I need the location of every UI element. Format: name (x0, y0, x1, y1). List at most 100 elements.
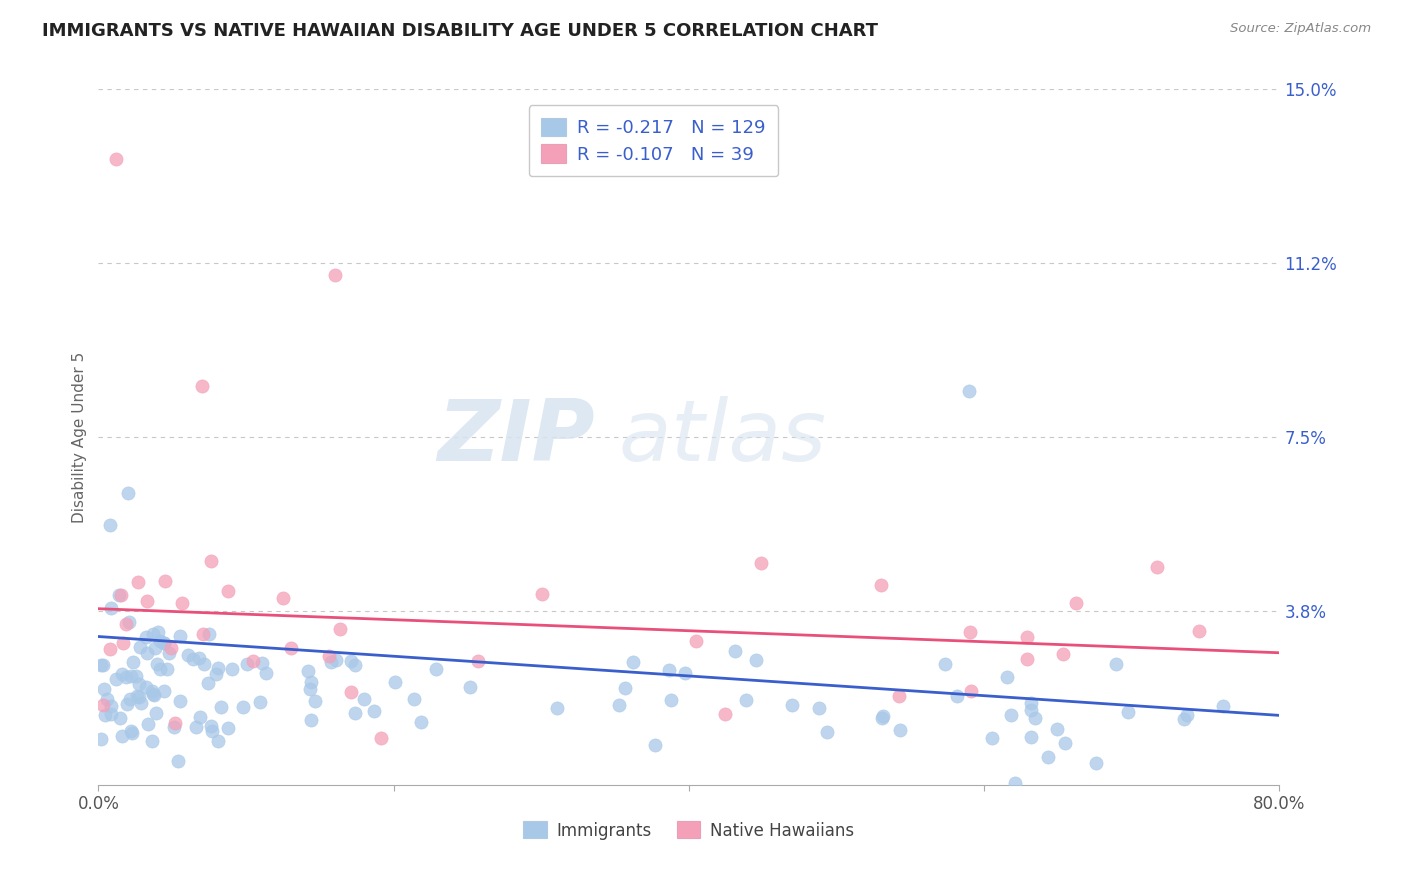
Point (148, 624, 170, 639)
Point (1000, 707, 1022, 722)
Point (110, 588, 132, 602)
Point (614, 681, 637, 695)
Point (934, 657, 956, 672)
Point (188, 710, 211, 724)
Point (188, 651, 211, 665)
Point (659, 692, 682, 706)
Point (370, 731, 392, 745)
Point (299, 674, 322, 689)
Point (1019, 697, 1042, 711)
Y-axis label: Disability Age Under 5: Disability Age Under 5 (72, 351, 87, 523)
Point (209, 699, 232, 714)
Point (120, 724, 142, 739)
Text: ZIP: ZIP (437, 395, 595, 479)
Point (280, 640, 302, 655)
Point (344, 706, 367, 720)
Point (318, 649, 340, 664)
Point (136, 646, 159, 660)
Point (232, 700, 254, 714)
Point (329, 622, 352, 636)
Text: Source: ZipAtlas.com: Source: ZipAtlas.com (1230, 22, 1371, 36)
Point (149, 662, 172, 676)
Point (323, 268, 346, 282)
Point (117, 615, 139, 629)
Point (142, 627, 165, 641)
Point (889, 723, 911, 737)
Point (1064, 596, 1087, 610)
Point (1015, 630, 1038, 644)
Point (1054, 735, 1077, 749)
Point (156, 663, 179, 677)
Point (343, 657, 366, 672)
Point (146, 657, 169, 671)
Point (959, 624, 981, 639)
Point (105, 152, 128, 166)
Point (153, 684, 176, 698)
Point (425, 662, 447, 676)
Point (120, 668, 142, 682)
Point (217, 721, 239, 735)
Point (887, 690, 910, 704)
Point (191, 626, 214, 640)
Point (110, 667, 132, 681)
Point (1015, 652, 1038, 666)
Point (621, 655, 644, 669)
Point (115, 670, 138, 684)
Point (207, 733, 229, 747)
Point (141, 733, 163, 747)
Point (169, 629, 191, 643)
Point (724, 644, 747, 658)
Point (1175, 708, 1198, 723)
Point (1146, 560, 1168, 574)
Point (271, 591, 294, 606)
Point (91, 698, 114, 712)
Point (713, 706, 735, 721)
Point (959, 384, 981, 398)
Point (409, 715, 432, 730)
Point (530, 587, 553, 601)
Point (155, 574, 177, 588)
Point (153, 636, 176, 650)
Point (946, 690, 969, 704)
Point (458, 681, 481, 695)
Point (205, 667, 228, 681)
Point (127, 574, 149, 589)
Point (402, 692, 425, 706)
Point (111, 729, 134, 743)
Point (143, 640, 166, 655)
Point (1024, 711, 1046, 725)
Point (340, 685, 363, 699)
Point (191, 379, 214, 393)
Point (644, 738, 666, 752)
Point (145, 706, 167, 720)
Point (91, 658, 114, 673)
Point (90, 732, 112, 747)
Point (125, 669, 148, 683)
Point (658, 663, 681, 677)
Point (236, 657, 259, 671)
Point (546, 701, 568, 715)
Point (609, 698, 631, 713)
Point (221, 662, 243, 676)
Point (749, 557, 772, 571)
Text: atlas: atlas (619, 395, 827, 479)
Point (136, 716, 159, 731)
Point (120, 692, 142, 706)
Point (129, 696, 152, 710)
Point (128, 640, 150, 655)
Point (105, 672, 128, 686)
Point (207, 661, 229, 675)
Point (304, 694, 326, 708)
Point (169, 693, 191, 707)
Point (200, 554, 222, 568)
Point (100, 601, 122, 615)
Point (157, 646, 180, 660)
Point (1019, 731, 1042, 745)
Point (149, 633, 172, 648)
Point (200, 719, 222, 733)
Point (815, 725, 838, 739)
Point (176, 648, 198, 662)
Point (242, 654, 264, 668)
Point (163, 720, 186, 734)
Point (135, 594, 157, 608)
